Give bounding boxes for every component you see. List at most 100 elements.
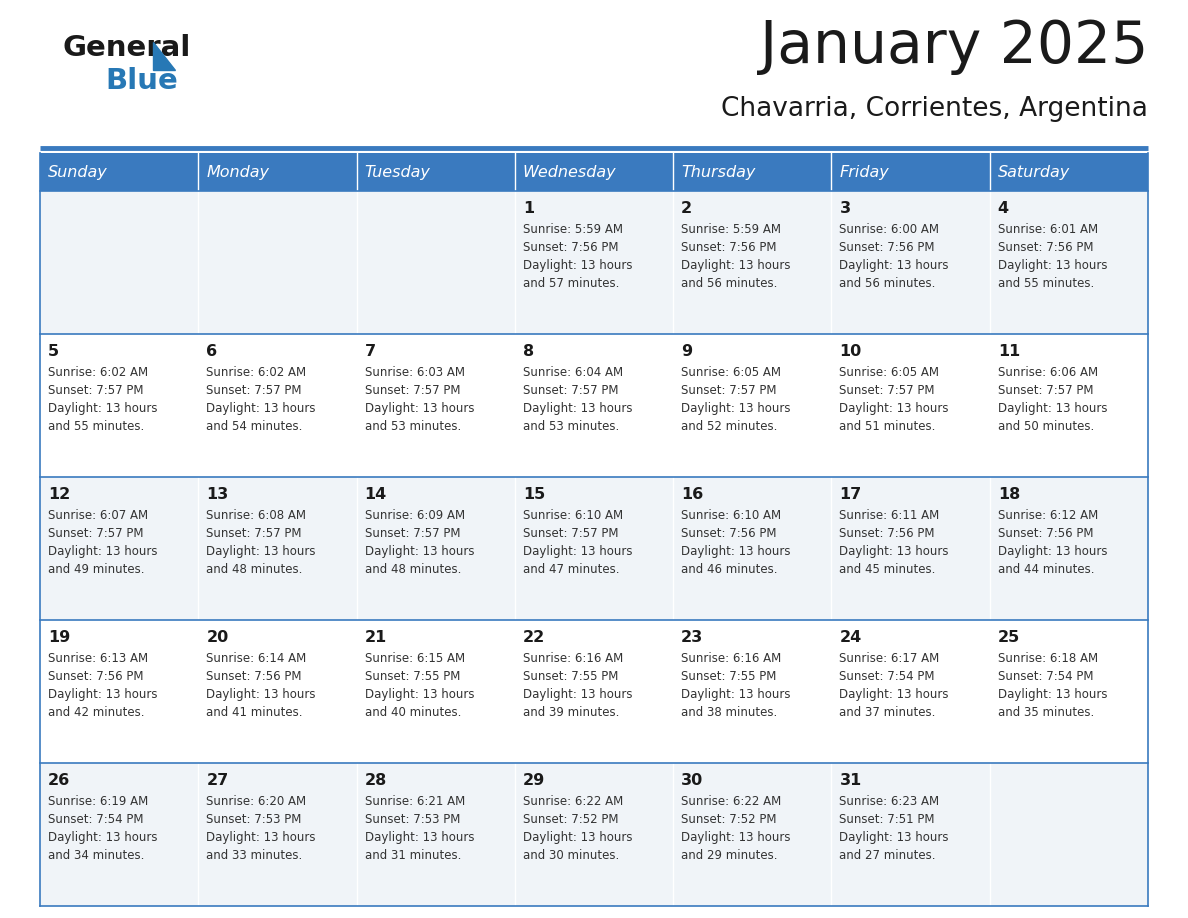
Bar	[40, 477, 1148, 620]
Bar	[40, 191, 1148, 334]
Text: Daylight: 13 hours: Daylight: 13 hours	[840, 545, 949, 558]
Text: 10: 10	[840, 344, 861, 359]
Text: Sunrise: 6:14 AM: Sunrise: 6:14 AM	[207, 652, 307, 665]
Text: 2: 2	[681, 201, 693, 216]
Text: Daylight: 13 hours: Daylight: 13 hours	[681, 402, 791, 415]
Text: Sunset: 7:53 PM: Sunset: 7:53 PM	[207, 813, 302, 826]
Text: Daylight: 13 hours: Daylight: 13 hours	[523, 259, 632, 272]
Text: Daylight: 13 hours: Daylight: 13 hours	[365, 831, 474, 844]
Text: Daylight: 13 hours: Daylight: 13 hours	[840, 402, 949, 415]
Text: 16: 16	[681, 487, 703, 502]
Text: and 44 minutes.: and 44 minutes.	[998, 563, 1094, 576]
Bar	[674, 153, 832, 191]
Text: and 40 minutes.: and 40 minutes.	[365, 706, 461, 719]
Text: 27: 27	[207, 773, 228, 788]
Text: Sunset: 7:56 PM: Sunset: 7:56 PM	[998, 241, 1093, 254]
Text: and 51 minutes.: and 51 minutes.	[840, 420, 936, 433]
Text: Sunset: 7:52 PM: Sunset: 7:52 PM	[523, 813, 619, 826]
Text: Sunset: 7:57 PM: Sunset: 7:57 PM	[998, 384, 1093, 397]
Text: 22: 22	[523, 630, 545, 645]
Text: Daylight: 13 hours: Daylight: 13 hours	[207, 688, 316, 701]
Text: Sunrise: 6:02 AM: Sunrise: 6:02 AM	[48, 366, 148, 379]
Text: Sunset: 7:57 PM: Sunset: 7:57 PM	[365, 384, 460, 397]
Text: and 48 minutes.: and 48 minutes.	[207, 563, 303, 576]
Text: 19: 19	[48, 630, 70, 645]
Text: Sunset: 7:57 PM: Sunset: 7:57 PM	[48, 384, 144, 397]
Text: Sunset: 7:57 PM: Sunset: 7:57 PM	[523, 527, 619, 540]
Text: Sunrise: 6:10 AM: Sunrise: 6:10 AM	[523, 509, 623, 522]
Text: Sunrise: 6:12 AM: Sunrise: 6:12 AM	[998, 509, 1098, 522]
Text: and 47 minutes.: and 47 minutes.	[523, 563, 619, 576]
Text: and 53 minutes.: and 53 minutes.	[523, 420, 619, 433]
Text: Sunset: 7:57 PM: Sunset: 7:57 PM	[48, 527, 144, 540]
Text: Sunset: 7:55 PM: Sunset: 7:55 PM	[681, 670, 777, 683]
Bar	[198, 153, 356, 191]
Text: Daylight: 13 hours: Daylight: 13 hours	[48, 545, 158, 558]
Text: 24: 24	[840, 630, 861, 645]
Text: Sunrise: 6:09 AM: Sunrise: 6:09 AM	[365, 509, 465, 522]
Text: Sunrise: 6:13 AM: Sunrise: 6:13 AM	[48, 652, 148, 665]
Text: and 46 minutes.: and 46 minutes.	[681, 563, 778, 576]
Text: 1: 1	[523, 201, 533, 216]
Text: Sunset: 7:55 PM: Sunset: 7:55 PM	[523, 670, 618, 683]
Text: Sunset: 7:56 PM: Sunset: 7:56 PM	[681, 241, 777, 254]
Text: Daylight: 13 hours: Daylight: 13 hours	[48, 831, 158, 844]
Text: Sunset: 7:56 PM: Sunset: 7:56 PM	[840, 527, 935, 540]
Text: 15: 15	[523, 487, 545, 502]
Text: Daylight: 13 hours: Daylight: 13 hours	[681, 831, 791, 844]
Text: Daylight: 13 hours: Daylight: 13 hours	[207, 545, 316, 558]
Text: and 50 minutes.: and 50 minutes.	[998, 420, 1094, 433]
Text: Sunrise: 6:10 AM: Sunrise: 6:10 AM	[681, 509, 782, 522]
Text: Sunrise: 6:06 AM: Sunrise: 6:06 AM	[998, 366, 1098, 379]
Text: 4: 4	[998, 201, 1009, 216]
Text: 29: 29	[523, 773, 545, 788]
Text: Sunrise: 6:17 AM: Sunrise: 6:17 AM	[840, 652, 940, 665]
Text: and 34 minutes.: and 34 minutes.	[48, 849, 145, 862]
Text: Sunset: 7:53 PM: Sunset: 7:53 PM	[365, 813, 460, 826]
Text: Chavarria, Corrientes, Argentina: Chavarria, Corrientes, Argentina	[721, 96, 1148, 122]
Text: and 55 minutes.: and 55 minutes.	[998, 277, 1094, 290]
Text: Sunset: 7:57 PM: Sunset: 7:57 PM	[840, 384, 935, 397]
Text: Sunrise: 5:59 AM: Sunrise: 5:59 AM	[681, 223, 782, 236]
Text: Sunrise: 6:19 AM: Sunrise: 6:19 AM	[48, 795, 148, 808]
Text: Sunrise: 6:07 AM: Sunrise: 6:07 AM	[48, 509, 148, 522]
Text: Sunrise: 6:16 AM: Sunrise: 6:16 AM	[681, 652, 782, 665]
Text: 3: 3	[840, 201, 851, 216]
Text: Blue: Blue	[105, 67, 178, 95]
Text: Thursday: Thursday	[681, 164, 756, 180]
Text: 17: 17	[840, 487, 861, 502]
Text: Daylight: 13 hours: Daylight: 13 hours	[523, 402, 632, 415]
Text: Daylight: 13 hours: Daylight: 13 hours	[840, 259, 949, 272]
Text: Sunset: 7:56 PM: Sunset: 7:56 PM	[207, 670, 302, 683]
Text: January 2025: January 2025	[759, 18, 1148, 75]
Text: Sunset: 7:56 PM: Sunset: 7:56 PM	[523, 241, 619, 254]
Text: and 42 minutes.: and 42 minutes.	[48, 706, 145, 719]
Text: 21: 21	[365, 630, 387, 645]
Text: Sunset: 7:56 PM: Sunset: 7:56 PM	[998, 527, 1093, 540]
Text: Sunset: 7:54 PM: Sunset: 7:54 PM	[998, 670, 1093, 683]
Text: and 54 minutes.: and 54 minutes.	[207, 420, 303, 433]
Text: Sunrise: 6:20 AM: Sunrise: 6:20 AM	[207, 795, 307, 808]
Text: Friday: Friday	[840, 164, 889, 180]
Text: Daylight: 13 hours: Daylight: 13 hours	[48, 688, 158, 701]
Text: 8: 8	[523, 344, 533, 359]
Text: Sunrise: 6:01 AM: Sunrise: 6:01 AM	[998, 223, 1098, 236]
Text: 14: 14	[365, 487, 387, 502]
Text: Sunset: 7:57 PM: Sunset: 7:57 PM	[207, 384, 302, 397]
Text: Sunrise: 6:00 AM: Sunrise: 6:00 AM	[840, 223, 940, 236]
Text: and 48 minutes.: and 48 minutes.	[365, 563, 461, 576]
Text: and 49 minutes.: and 49 minutes.	[48, 563, 145, 576]
Text: and 57 minutes.: and 57 minutes.	[523, 277, 619, 290]
Text: and 33 minutes.: and 33 minutes.	[207, 849, 303, 862]
Text: Daylight: 13 hours: Daylight: 13 hours	[840, 688, 949, 701]
Text: Saturday: Saturday	[998, 164, 1070, 180]
Text: Sunrise: 6:16 AM: Sunrise: 6:16 AM	[523, 652, 624, 665]
Bar	[990, 153, 1148, 191]
Text: Sunrise: 5:59 AM: Sunrise: 5:59 AM	[523, 223, 623, 236]
Text: Sunset: 7:55 PM: Sunset: 7:55 PM	[365, 670, 460, 683]
Text: Daylight: 13 hours: Daylight: 13 hours	[998, 545, 1107, 558]
Text: and 56 minutes.: and 56 minutes.	[840, 277, 936, 290]
Text: Daylight: 13 hours: Daylight: 13 hours	[48, 402, 158, 415]
Text: Sunrise: 6:15 AM: Sunrise: 6:15 AM	[365, 652, 465, 665]
Text: Monday: Monday	[207, 164, 270, 180]
